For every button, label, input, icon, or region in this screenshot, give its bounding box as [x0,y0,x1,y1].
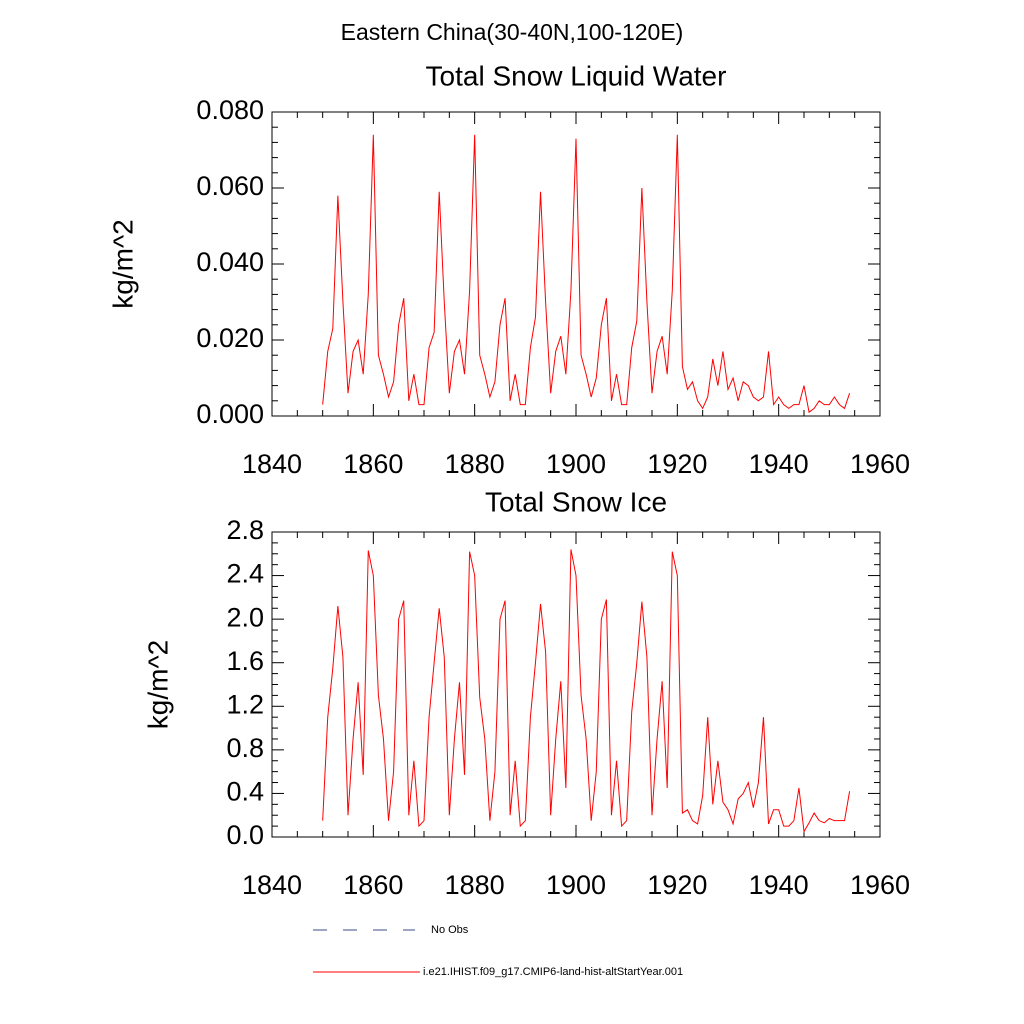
x-tick-label: 1960 [850,449,910,479]
chart-title: Total Snow Liquid Water [426,60,727,91]
x-tick-label: 1940 [749,870,809,900]
y-tick-label: 1.2 [226,689,264,719]
x-tick-label: 1920 [647,449,707,479]
y-tick-label: 0.080 [196,95,264,125]
x-tick-label: 1960 [850,870,910,900]
chart-title: Total Snow Ice [485,486,667,517]
y-axis-label: kg/m^2 [142,640,173,729]
y-tick-label: 1.6 [226,646,264,676]
x-tick-label: 1920 [647,870,707,900]
x-tick-label: 1900 [546,449,606,479]
y-tick-label: 0.4 [226,777,264,807]
x-tick-label: 1940 [749,449,809,479]
x-tick-label: 1880 [445,449,505,479]
y-tick-label: 0.040 [196,247,264,277]
legend-label: No Obs [431,924,469,936]
y-tick-label: 2.4 [226,559,264,589]
x-tick-label: 1860 [343,870,403,900]
y-tick-label: 0.060 [196,171,264,201]
figure-title: Eastern China(30-40N,100-120E) [341,19,684,45]
x-tick-label: 1840 [242,870,302,900]
x-tick-label: 1860 [343,449,403,479]
y-tick-label: 2.8 [226,515,264,545]
plot-frame [271,111,881,417]
legend-label: i.e21.IHIST.f09_g17.CMIP6-land-hist-altS… [423,966,683,978]
y-tick-label: 0.8 [226,733,264,763]
y-tick-label: 0.020 [196,323,264,353]
y-tick-label: 0.000 [196,399,264,429]
series-line [322,549,851,834]
y-axis-label: kg/m^2 [107,219,138,308]
y-tick-label: 2.0 [226,602,264,632]
x-tick-label: 1840 [242,449,302,479]
x-tick-label: 1900 [546,870,606,900]
y-tick-label: 0.0 [226,820,264,850]
series-line [322,134,851,414]
x-tick-label: 1880 [445,870,505,900]
plot-frame [271,531,881,838]
